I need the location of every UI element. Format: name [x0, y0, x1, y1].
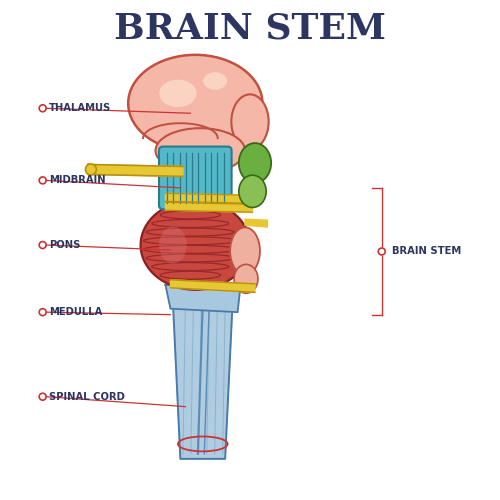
Text: SPINAL CORD: SPINAL CORD — [49, 392, 125, 402]
Ellipse shape — [156, 128, 245, 173]
Circle shape — [39, 393, 46, 400]
Ellipse shape — [128, 55, 262, 152]
Text: MEDULLA: MEDULLA — [49, 307, 102, 317]
Ellipse shape — [230, 228, 260, 274]
Ellipse shape — [204, 72, 227, 90]
Polygon shape — [245, 219, 268, 227]
Text: BRAIN STEM: BRAIN STEM — [114, 12, 386, 46]
Ellipse shape — [86, 164, 96, 175]
Text: THALAMUS: THALAMUS — [49, 104, 112, 114]
Text: PONS: PONS — [49, 240, 80, 250]
Circle shape — [39, 308, 46, 316]
Ellipse shape — [140, 200, 250, 290]
Text: BRAIN STEM: BRAIN STEM — [392, 246, 461, 256]
Text: MIDBRAIN: MIDBRAIN — [49, 176, 106, 186]
Ellipse shape — [232, 94, 268, 149]
Circle shape — [39, 177, 46, 184]
Circle shape — [378, 248, 385, 255]
FancyBboxPatch shape — [159, 146, 232, 209]
Polygon shape — [166, 194, 250, 203]
Ellipse shape — [160, 80, 196, 107]
Ellipse shape — [234, 264, 258, 294]
Circle shape — [39, 105, 46, 112]
Polygon shape — [166, 285, 240, 312]
Circle shape — [39, 242, 46, 248]
Ellipse shape — [239, 175, 266, 208]
Ellipse shape — [160, 226, 186, 264]
Polygon shape — [88, 164, 183, 176]
Ellipse shape — [239, 143, 271, 183]
Polygon shape — [170, 280, 255, 292]
Polygon shape — [166, 202, 252, 212]
Polygon shape — [173, 302, 233, 459]
